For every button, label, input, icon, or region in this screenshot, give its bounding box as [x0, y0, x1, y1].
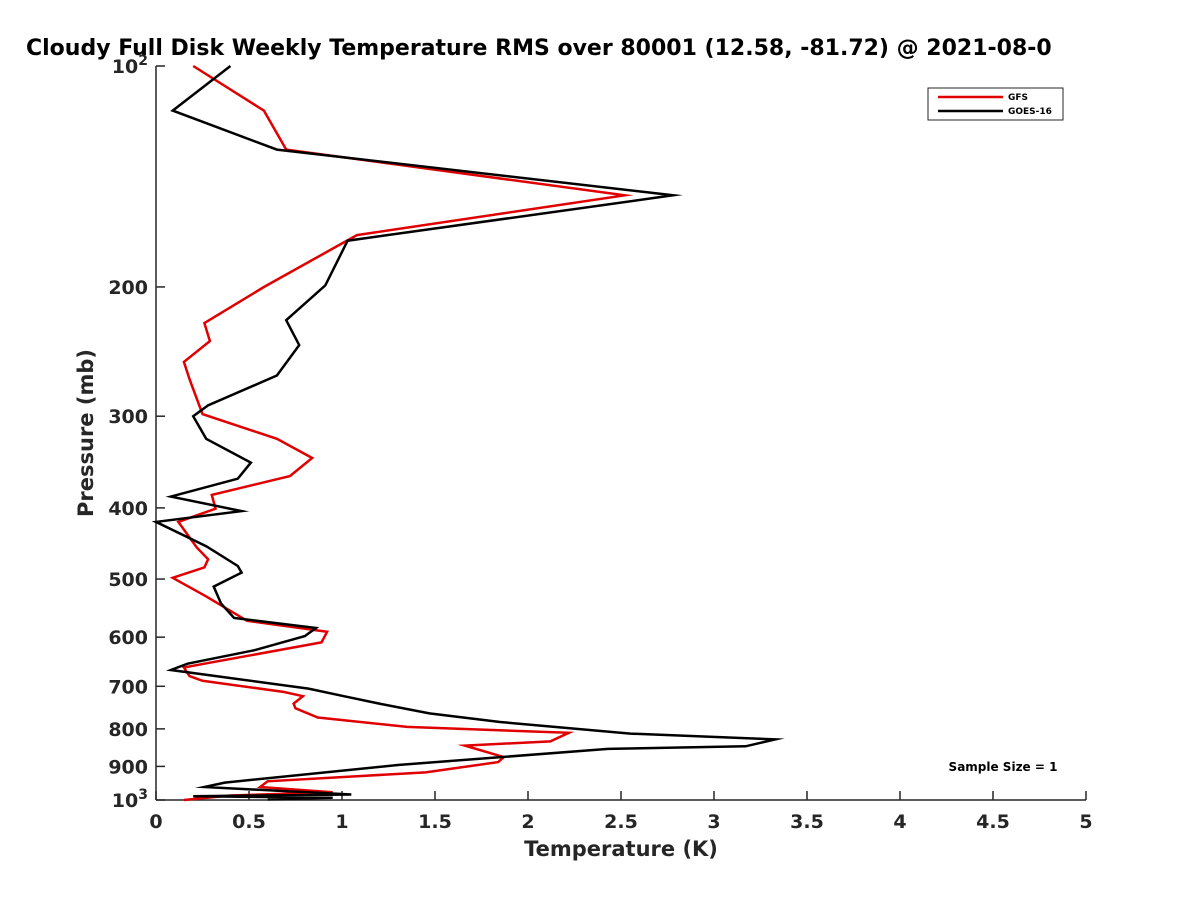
x-tick-label: 3.5	[790, 811, 824, 833]
legend-box	[927, 87, 1064, 121]
x-axis-ticks: 0 0.5 1 1.5 2 2.5 3 3.5 4 4.5 5	[149, 791, 1093, 833]
legend-label-gfs: GFS	[1008, 93, 1028, 103]
x-tick-label: 5	[1079, 811, 1092, 833]
x-tick-label: 3	[707, 811, 720, 833]
y-tick-base: 10	[112, 790, 138, 812]
x-tick-label: 0.5	[232, 811, 266, 833]
x-tick-label: 2	[521, 811, 534, 833]
y-tick-exponent: 3	[138, 787, 148, 803]
y-tick-label: 400	[108, 498, 148, 520]
x-tick-label: 1.5	[418, 811, 452, 833]
series-line-gfs	[169, 64, 634, 802]
chart-title: Cloudy Full Disk Weekly Temperature RMS …	[26, 36, 1052, 61]
plot-frame	[155, 66, 1086, 801]
y-tick-label: 700	[108, 676, 148, 698]
x-tick-label: 0	[149, 811, 162, 833]
y-tick-label: 103	[112, 787, 148, 812]
y-tick-exponent: 2	[138, 53, 148, 69]
y-axis-label: Pressure (mb)	[74, 349, 98, 517]
y-tick-label: 800	[108, 719, 148, 741]
x-tick-label: 4.5	[976, 811, 1010, 833]
legend: GFS GOES-16	[927, 87, 1064, 121]
y-tick-base: 10	[112, 56, 138, 78]
x-axis-label: Temperature (K)	[524, 837, 718, 861]
y-tick-label: 300	[108, 406, 148, 428]
sample-size-annotation: Sample Size = 1	[949, 760, 1058, 774]
y-tick-label: 900	[108, 756, 148, 778]
series-line-goes-16	[151, 65, 785, 801]
y-tick-label: 200	[108, 277, 148, 299]
y-tick-label: 102	[112, 53, 148, 78]
series-layer	[151, 64, 785, 802]
y-tick-label: 600	[108, 627, 148, 649]
x-tick-label: 2.5	[604, 811, 638, 833]
x-tick-label: 1	[335, 811, 348, 833]
x-tick-label: 4	[893, 811, 906, 833]
legend-label-goes-16: GOES-16	[1008, 107, 1052, 117]
y-tick-label: 500	[108, 569, 148, 591]
